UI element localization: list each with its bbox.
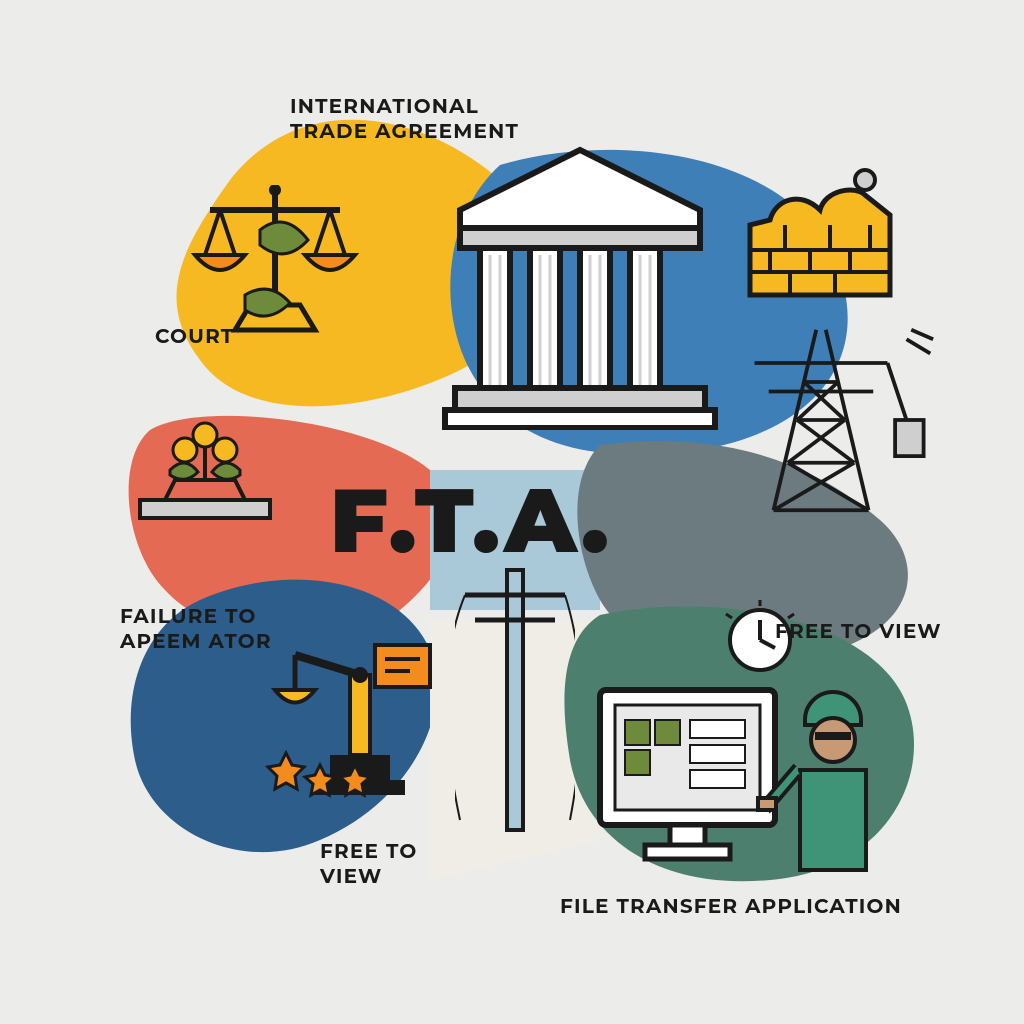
pole-icon [455, 560, 575, 840]
pylon-icon [745, 320, 935, 520]
bricks-icon [745, 165, 895, 305]
computer-worker-icon [590, 650, 900, 880]
label-intl-trade: INTERNATIONALTRADE AGREEMENT [290, 95, 519, 145]
label-court: COURT [155, 325, 234, 350]
label-free-view-r: FREE TO VIEW [775, 620, 942, 645]
courthouse-icon [440, 140, 720, 430]
label-free-view-l: FREE TOVIEW [320, 840, 417, 890]
label-file-xfer: FILE TRANSFER APPLICATION [560, 895, 902, 920]
robot-arm-icon [250, 615, 450, 805]
label-fail-appear: FAILURE TOAPEEM ATOR [120, 605, 272, 655]
plant-icon [130, 420, 280, 530]
center-acronym: F.T.A. [330, 465, 610, 575]
